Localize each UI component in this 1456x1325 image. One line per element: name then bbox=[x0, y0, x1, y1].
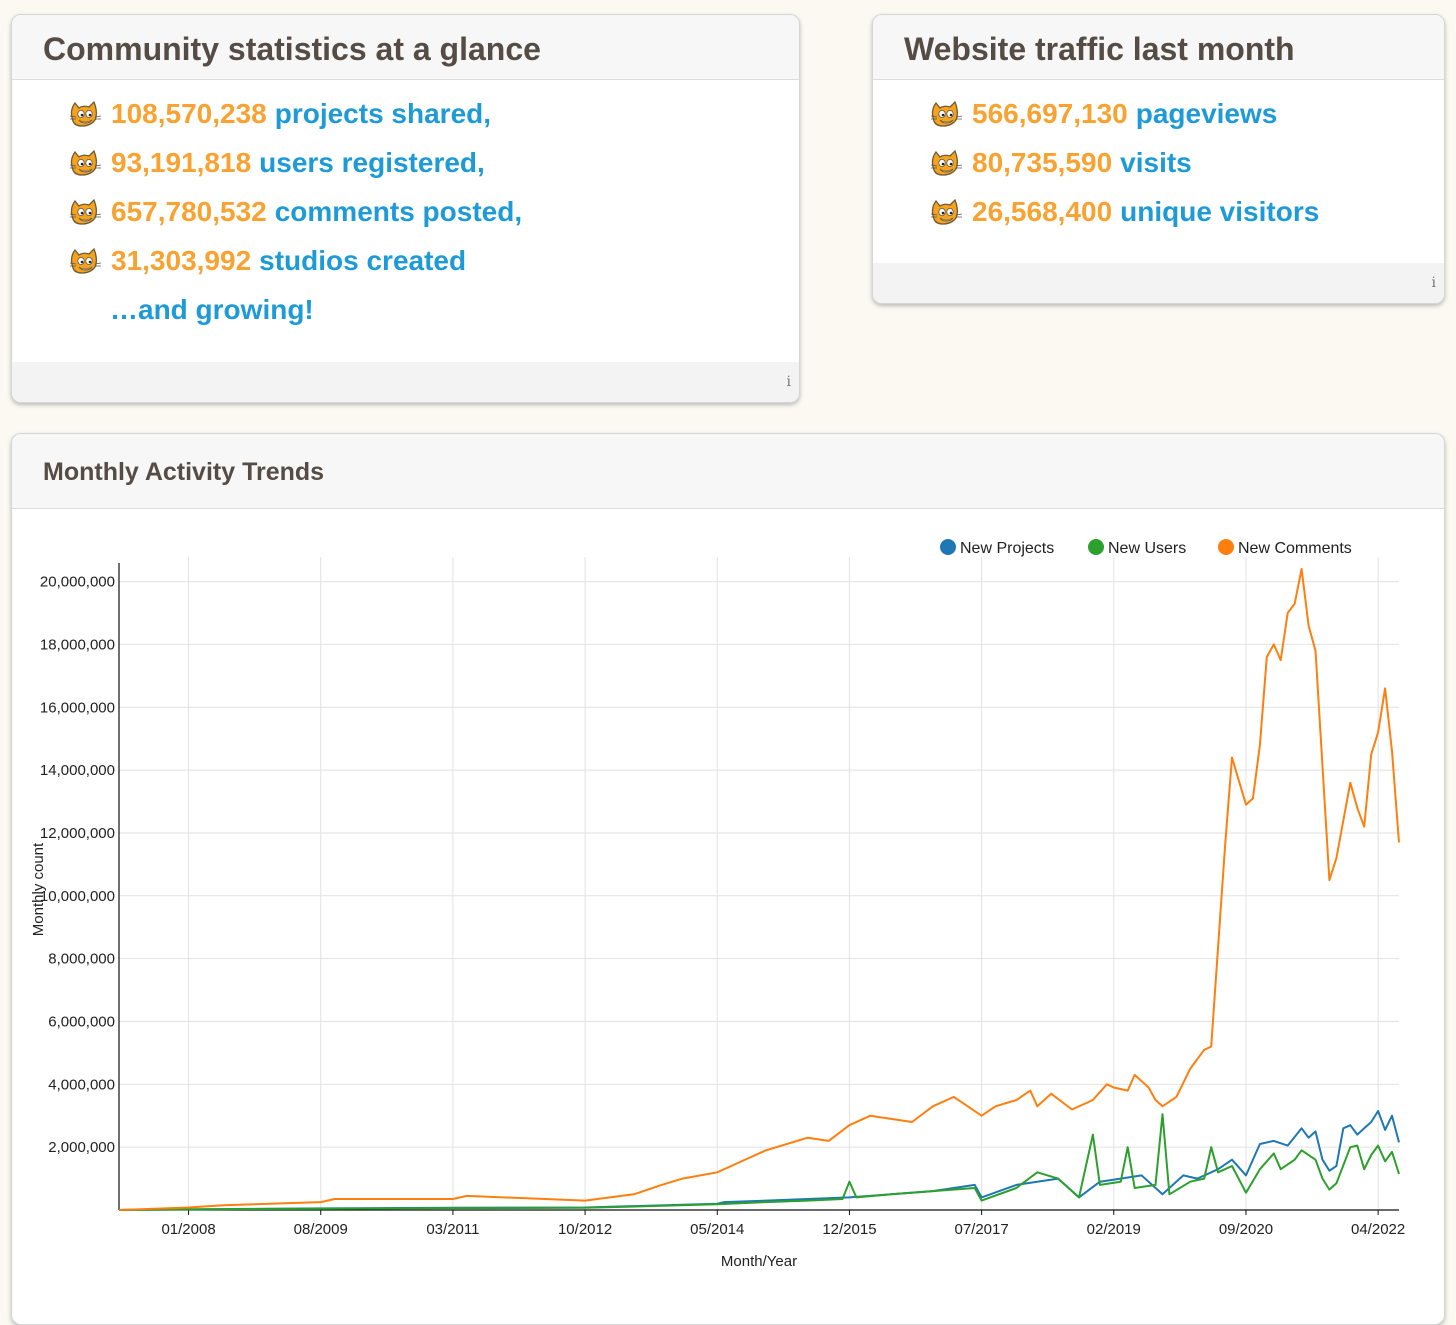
scratch-cat-icon bbox=[68, 148, 102, 178]
legend-marker bbox=[940, 539, 956, 555]
x-tick-label: 02/2019 bbox=[1087, 1221, 1141, 1238]
legend-label: New Users bbox=[1108, 540, 1186, 557]
y-tick-label: 8,000,000 bbox=[48, 951, 115, 968]
x-tick-label: 04/2022 bbox=[1351, 1221, 1405, 1238]
stat-label: projects shared, bbox=[274, 98, 492, 129]
stat-row: 108,570,238 projects shared, bbox=[68, 98, 491, 130]
panel-title: Monthly Activity Trends bbox=[12, 434, 1444, 509]
panel-footer: i bbox=[12, 362, 799, 402]
y-tick-label: 6,000,000 bbox=[48, 1013, 115, 1030]
x-tick-label: 08/2009 bbox=[294, 1221, 348, 1238]
stat-label: studios created bbox=[259, 245, 467, 276]
tagline: …and growing! bbox=[110, 294, 314, 325]
y-tick-label: 16,000,000 bbox=[40, 699, 115, 716]
x-tick-label: 10/2012 bbox=[558, 1221, 612, 1238]
community-stats-panel: Community statistics at a glance 108,570… bbox=[11, 14, 800, 403]
info-icon[interactable]: i bbox=[1431, 275, 1436, 291]
stat-label: comments posted, bbox=[274, 196, 523, 227]
x-tick-label: 09/2020 bbox=[1219, 1221, 1273, 1238]
series-line-new-projects bbox=[118, 1110, 1400, 1211]
stat-number: 657,780,532 bbox=[111, 196, 267, 227]
website-traffic-panel: Website traffic last month 566,697,130 p… bbox=[872, 14, 1445, 304]
stat-label: visits bbox=[1120, 147, 1192, 178]
stat-number: 108,570,238 bbox=[111, 98, 267, 129]
panel-footer: i bbox=[873, 263, 1444, 303]
scratch-cat-icon bbox=[929, 148, 963, 178]
legend-marker bbox=[1218, 539, 1234, 555]
stat-row: 566,697,130 pageviews bbox=[929, 98, 1277, 130]
x-tick-label: 01/2008 bbox=[161, 1221, 215, 1238]
y-tick-label: 18,000,000 bbox=[40, 636, 115, 653]
stat-label: pageviews bbox=[1135, 98, 1278, 129]
stat-number: 93,191,818 bbox=[111, 147, 252, 178]
x-tick-label: 03/2011 bbox=[426, 1221, 479, 1238]
stat-number: 31,303,992 bbox=[111, 245, 252, 276]
scratch-cat-icon bbox=[68, 99, 102, 129]
y-tick-label: 14,000,000 bbox=[40, 762, 115, 779]
stat-row: 93,191,818 users registered, bbox=[68, 147, 485, 179]
y-tick-label: 10,000,000 bbox=[40, 888, 115, 905]
x-axis-title: Month/Year bbox=[721, 1253, 797, 1270]
x-tick-label: 05/2014 bbox=[690, 1221, 744, 1238]
stat-row: 80,735,590 visits bbox=[929, 147, 1192, 179]
tagline-row: …and growing! bbox=[110, 294, 314, 326]
monthly-trends-panel: Monthly Activity Trends 2,000,000 4,000,0… bbox=[11, 433, 1445, 1325]
series-line-new-users bbox=[118, 1113, 1400, 1211]
scratch-cat-icon bbox=[929, 99, 963, 129]
y-tick-label: 4,000,000 bbox=[48, 1076, 115, 1093]
stat-number: 80,735,590 bbox=[972, 147, 1113, 178]
legend-marker bbox=[1088, 539, 1104, 555]
stat-number: 26,568,400 bbox=[972, 196, 1113, 227]
legend-label: New Comments bbox=[1238, 540, 1352, 557]
stat-number: 566,697,130 bbox=[972, 98, 1128, 129]
stat-row: 31,303,992 studios created bbox=[68, 245, 466, 277]
series-line-new-comments bbox=[118, 568, 1400, 1211]
stat-label: unique visitors bbox=[1120, 196, 1320, 227]
y-tick-label: 20,000,000 bbox=[40, 574, 115, 591]
y-tick-label: 2,000,000 bbox=[48, 1139, 115, 1156]
x-tick-label: 12/2015 bbox=[822, 1221, 876, 1238]
stat-row: 26,568,400 unique visitors bbox=[929, 196, 1319, 228]
y-axis-title: Monthly count bbox=[30, 842, 47, 936]
panel-title: Website traffic last month bbox=[873, 15, 1444, 80]
legend-label: New Projects bbox=[960, 540, 1054, 557]
scratch-cat-icon bbox=[929, 197, 963, 227]
x-tick-label: 07/2017 bbox=[954, 1221, 1008, 1238]
stat-row: 657,780,532 comments posted, bbox=[68, 196, 522, 228]
stat-label: users registered, bbox=[259, 147, 485, 178]
scratch-cat-icon bbox=[68, 246, 102, 276]
panel-title: Community statistics at a glance bbox=[12, 15, 799, 80]
y-tick-label: 12,000,000 bbox=[40, 825, 115, 842]
scratch-cat-icon bbox=[68, 197, 102, 227]
activity-line-chart: 2,000,000 4,000,000 6,000,000 8,000,000 10,0… bbox=[30, 539, 1405, 1270]
info-icon[interactable]: i bbox=[786, 374, 791, 390]
